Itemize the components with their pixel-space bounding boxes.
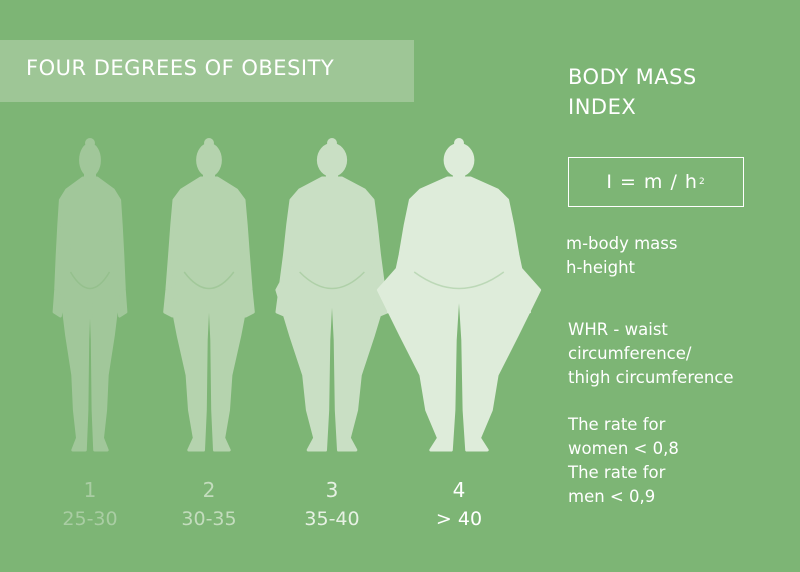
figure-head-3 <box>316 143 348 177</box>
degree-number-2: 2 <box>202 478 216 502</box>
bmi-heading-line-1: BODY MASS <box>568 65 697 89</box>
figure-hair-bun-1 <box>85 138 95 148</box>
figure-body-3 <box>275 176 389 452</box>
figure-leotard-line-3 <box>299 271 365 290</box>
bmi-heading: BODY MASS INDEX <box>568 62 697 122</box>
body-figure-3 <box>275 138 389 452</box>
figure-hair-bun-3 <box>327 138 337 148</box>
degree-bmi-range-1: 25-30 <box>62 508 118 530</box>
whr-line-1: WHR - waist <box>568 320 668 339</box>
figure-body-1 <box>52 176 128 452</box>
figure-leotard-line-4 <box>413 271 505 290</box>
rate-women-label: The rate for <box>568 415 666 434</box>
rate-men-value: men < 0,9 <box>568 487 656 506</box>
bmi-heading-line-2: INDEX <box>568 95 637 119</box>
figure-body-4 <box>376 176 542 452</box>
body-figure-4 <box>376 138 542 452</box>
title-banner <box>0 40 414 102</box>
figure-body-2 <box>163 176 255 452</box>
bmi-formula-exponent: 2 <box>698 177 706 187</box>
degree-bmi-range-2: 30-35 <box>181 508 237 530</box>
figure-leotard-line-2 <box>183 271 235 290</box>
figure-hair-bun-2 <box>204 138 214 148</box>
body-figure-1 <box>52 138 128 452</box>
definition-height: h-height <box>566 258 636 277</box>
figure-head-2 <box>196 143 222 177</box>
figure-hair-bun-4 <box>454 138 464 148</box>
degree-number-4: 4 <box>452 478 466 502</box>
whr-line-2: circumference/ <box>568 344 692 363</box>
formula-definitions: m-body mass h-height <box>566 232 677 280</box>
rate-men-label: The rate for <box>568 463 666 482</box>
figure-head-1 <box>79 143 101 177</box>
figure-head-4 <box>443 143 475 177</box>
whr-rates: The rate for women < 0,8 The rate for me… <box>568 413 679 509</box>
figure-leotard-line-1 <box>69 271 111 290</box>
whr-definition: WHR - waist circumference/ thigh circumf… <box>568 318 734 390</box>
degree-bmi-range-3: 35-40 <box>304 508 360 530</box>
page-title: FOUR DEGREES OF OBESITY <box>26 56 335 80</box>
degree-bmi-range-4: > 40 <box>435 508 483 530</box>
degree-number-1: 1 <box>83 478 97 502</box>
rate-women-value: women < 0,8 <box>568 439 679 458</box>
body-figure-2 <box>163 138 255 452</box>
degree-number-3: 3 <box>325 478 339 502</box>
whr-line-3: thigh circumference <box>568 368 734 387</box>
bmi-formula: I = m / h <box>606 171 698 193</box>
definition-mass: m-body mass <box>566 234 678 253</box>
